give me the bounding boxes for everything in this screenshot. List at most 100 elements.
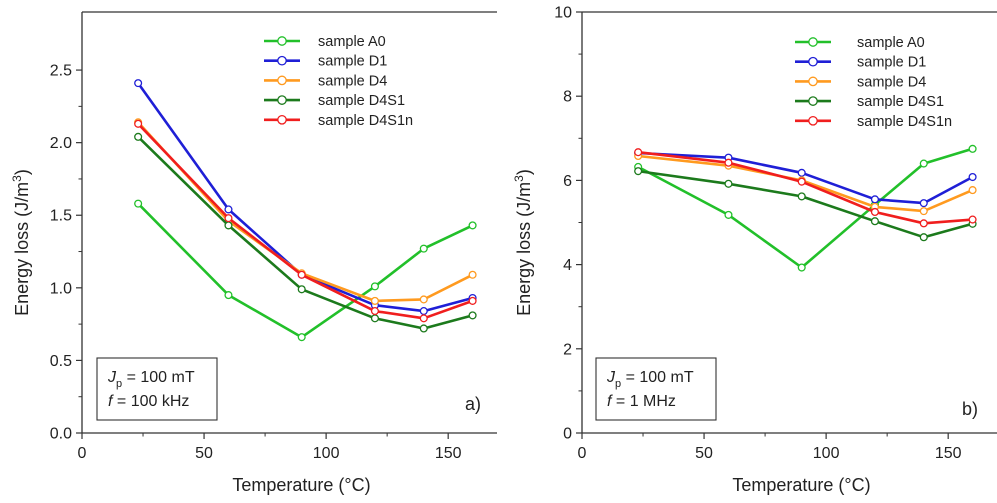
data-point-sample-a0 bbox=[468, 221, 477, 230]
y-tick-label: 4 bbox=[563, 257, 572, 274]
data-point-sample-d4s1 bbox=[370, 314, 379, 323]
y-tick-label: 0.5 bbox=[50, 353, 72, 370]
data-point-sample-d4s1n bbox=[297, 270, 306, 279]
series-line-sample-d4s1 bbox=[137, 135, 473, 330]
data-point-sample-a0 bbox=[370, 282, 379, 291]
legend-label: sample D4S1 bbox=[318, 93, 405, 109]
legend-item-sample-d4s1n: sample D4S1n bbox=[795, 114, 952, 130]
data-point-sample-d4s1 bbox=[724, 179, 733, 188]
legend-swatch-marker bbox=[808, 76, 818, 87]
data-point-sample-d4s1n bbox=[134, 119, 143, 128]
series-sample-d4s1n bbox=[134, 119, 477, 323]
condition-line: f = 1 MHz bbox=[607, 393, 676, 410]
series-sample-d4s1 bbox=[634, 167, 977, 242]
condition-value: = 100 mT bbox=[621, 369, 694, 386]
condition-value: = 100 mT bbox=[122, 369, 195, 386]
data-point-sample-d4s1 bbox=[419, 324, 428, 333]
y-axis-title-sup: 3 bbox=[10, 175, 24, 182]
data-point-sample-a0 bbox=[224, 291, 233, 300]
y-tick-label: 2 bbox=[563, 341, 572, 358]
legend: sample A0 sample D1 sample D4 sample D4S1 sa… bbox=[264, 34, 413, 129]
legend-item-sample-a0: sample A0 bbox=[795, 35, 925, 51]
legend-swatch-marker bbox=[277, 95, 287, 105]
conditions-frame bbox=[96, 357, 218, 421]
y-tick-label: 10 bbox=[554, 5, 572, 22]
x-tick-label: 100 bbox=[813, 445, 840, 462]
data-point-sample-d4s1n bbox=[370, 307, 379, 316]
series-sample-d4s1 bbox=[134, 132, 477, 333]
legend-swatch-marker bbox=[808, 56, 818, 67]
data-point-sample-d4s1 bbox=[468, 311, 477, 320]
data-point-sample-a0 bbox=[419, 244, 428, 253]
data-point-sample-d1 bbox=[968, 172, 977, 182]
data-point-sample-d1 bbox=[134, 79, 143, 88]
data-point-sample-d4s1n bbox=[797, 177, 806, 186]
series-line-sample-d4s1n bbox=[137, 122, 474, 320]
x-tick-label: 100 bbox=[313, 445, 340, 462]
legend-label: sample D4S1n bbox=[318, 113, 413, 129]
legend-swatch-marker bbox=[808, 37, 818, 47]
data-point-sample-d4s1n bbox=[968, 215, 977, 224]
legend-label: sample D1 bbox=[857, 55, 926, 71]
condition-value: = 1 MHz bbox=[611, 393, 675, 410]
y-tick-label: 8 bbox=[563, 89, 572, 106]
chart-panel-a: 0 50 100 150 0.0 0.5 1.0 1.5 2.0 2.5 Temperature (… bbox=[10, 11, 497, 495]
condition-symbol: f bbox=[607, 393, 613, 410]
data-point-sample-d4s1n bbox=[724, 158, 733, 167]
legend-label: sample A0 bbox=[857, 35, 925, 51]
series-sample-a0 bbox=[134, 199, 477, 342]
data-point-sample-a0 bbox=[919, 159, 928, 168]
legend-item-sample-d4s1: sample D4S1 bbox=[264, 93, 405, 109]
legend-label: sample D4S1n bbox=[857, 114, 952, 130]
data-point-sample-a0 bbox=[968, 144, 977, 153]
x-tick-label: 0 bbox=[78, 445, 87, 462]
legend-item-sample-d4s1n: sample D4S1n bbox=[264, 113, 413, 129]
legend-label: sample A0 bbox=[318, 34, 386, 50]
x-axis-title: Temperature (°C) bbox=[232, 475, 370, 495]
legend: sample A0 sample D1 sample D4 sample D4S1 sa… bbox=[795, 35, 952, 130]
y-axis-title: Energy loss (J/m3) bbox=[10, 169, 32, 316]
condition-line: Jp = 100 mT bbox=[606, 369, 694, 390]
legend-label: sample D4S1 bbox=[857, 94, 944, 110]
data-point-sample-d1 bbox=[797, 168, 806, 177]
data-point-sample-d4s1n bbox=[468, 296, 477, 305]
conditions-frame bbox=[595, 357, 717, 421]
series-line-sample-a0 bbox=[637, 147, 973, 269]
legend-swatch-marker bbox=[277, 114, 287, 125]
data-point-sample-d1 bbox=[919, 199, 928, 208]
data-point-sample-d4 bbox=[419, 295, 428, 304]
condition-symbol: J bbox=[606, 369, 616, 386]
legend-item-sample-d4: sample D4 bbox=[795, 74, 926, 90]
y-tick-label: 0 bbox=[563, 426, 572, 443]
conditions-box: Jp = 100 mT f = 1 MHz bbox=[595, 357, 717, 421]
x-tick-label: 150 bbox=[935, 445, 962, 462]
condition-subscript: p bbox=[615, 378, 621, 390]
panel-label: b) bbox=[962, 399, 978, 419]
data-point-sample-a0 bbox=[724, 210, 733, 219]
data-point-sample-d4s1n bbox=[919, 219, 928, 228]
legend-swatch-marker bbox=[277, 75, 287, 86]
y-tick-label: 1.0 bbox=[50, 280, 72, 297]
legend-item-sample-d1: sample D1 bbox=[795, 55, 926, 71]
data-point-sample-d1 bbox=[419, 307, 428, 316]
data-point-sample-d4s1 bbox=[870, 217, 879, 226]
x-tick-label: 0 bbox=[578, 445, 587, 462]
series-line-sample-d4 bbox=[137, 121, 474, 303]
y-tick-label: 0.0 bbox=[50, 426, 72, 443]
chart-panel-b: 0 50 100 150 0 2 4 6 8 10 Temperature (°C) Energy l… bbox=[512, 5, 997, 495]
legend-item-sample-d4s1: sample D4S1 bbox=[795, 94, 944, 110]
data-point-sample-d4 bbox=[968, 186, 977, 195]
data-point-sample-a0 bbox=[134, 199, 143, 208]
series-sample-d4s1n bbox=[634, 148, 977, 228]
y-tick-label: 6 bbox=[563, 173, 572, 190]
series-line-sample-d1 bbox=[638, 151, 974, 205]
data-point-sample-a0 bbox=[797, 263, 806, 272]
y-axis-title-sup: 3 bbox=[512, 175, 526, 182]
legend-label: sample D1 bbox=[318, 54, 387, 70]
legend-label: sample D4 bbox=[318, 73, 387, 89]
data-point-sample-d1 bbox=[870, 195, 879, 204]
y-axis-title: Energy loss (J/m3) bbox=[512, 169, 534, 316]
data-point-sample-d4s1n bbox=[870, 207, 879, 217]
data-point-sample-d4s1 bbox=[797, 192, 806, 201]
